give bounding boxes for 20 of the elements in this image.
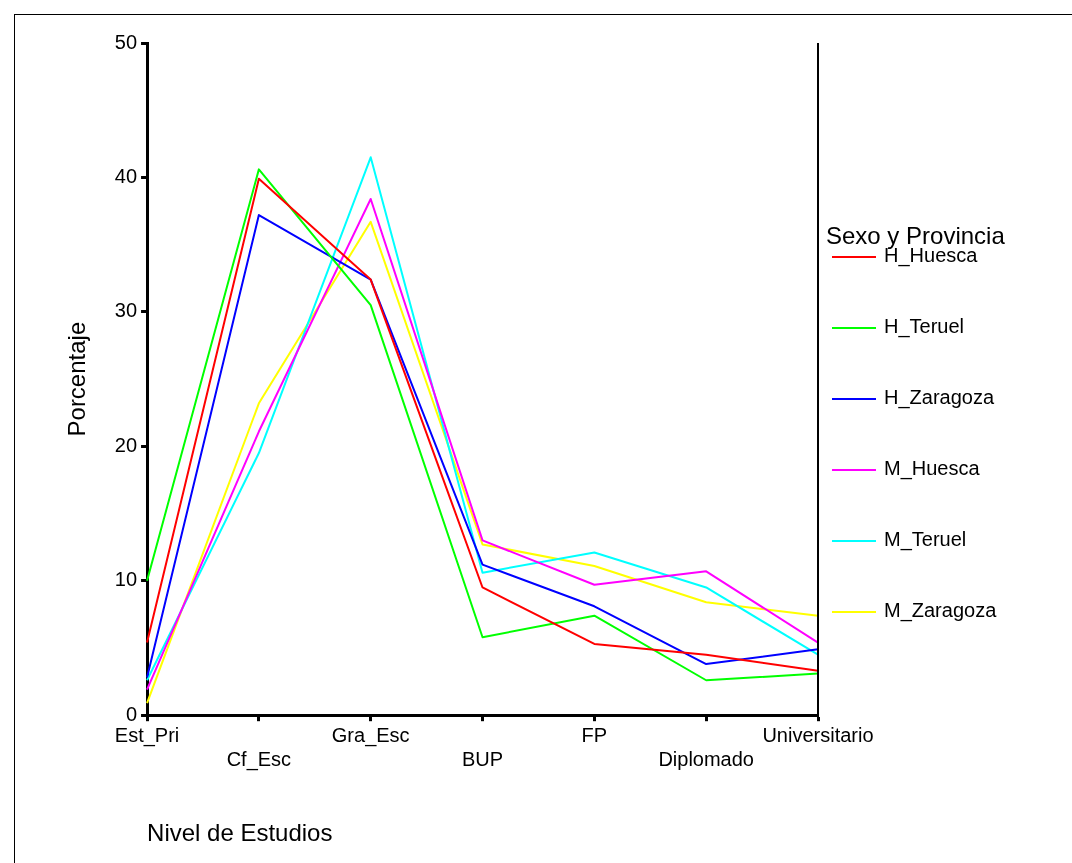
y-tick-label: 30 [114,299,138,322]
legend-label: M_Teruel [884,528,967,551]
y-tick-label: 50 [114,30,138,53]
y-tick-label: 0 [125,702,138,725]
legend-label: M_Huesca [884,457,980,480]
x-tick-label: Cf_Esc [226,747,292,771]
y-tick-label: 40 [114,164,138,187]
legend-label: M_Zaragoza [884,599,997,622]
x-axis-title: Nivel de Estudios [147,819,333,847]
x-tick-label: Diplomado [658,747,754,770]
legend-label: H_Teruel [884,315,965,338]
x-tick-label: Universitario [762,723,874,746]
y-tick-label: 10 [114,568,138,591]
legend-label: H_Zaragoza [884,386,995,409]
x-tick-label: FP [581,723,608,746]
y-axis-title: Porcentaje [63,321,91,437]
x-tick-label: Est_Pri [114,723,180,747]
y-tick-label: 20 [114,433,138,456]
x-tick-label: Gra_Esc [331,723,410,747]
x-tick-label: BUP [461,747,504,770]
